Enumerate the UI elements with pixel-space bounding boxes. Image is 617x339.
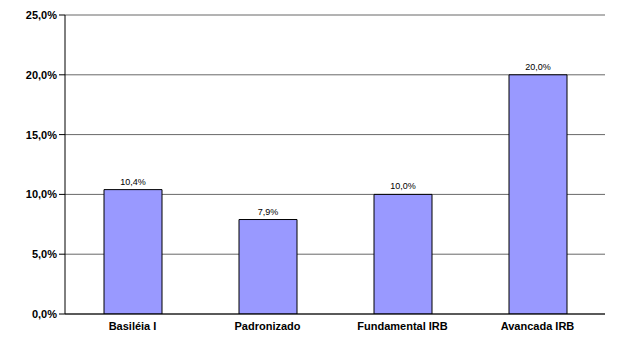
svg-text:25,0%: 25,0%: [26, 9, 57, 21]
svg-text:20,0%: 20,0%: [26, 69, 57, 81]
svg-text:10,0%: 10,0%: [26, 188, 57, 200]
svg-text:5,0%: 5,0%: [32, 248, 57, 260]
svg-text:Fundamental IRB: Fundamental IRB: [357, 320, 448, 330]
svg-text:10,4%: 10,4%: [120, 177, 146, 187]
svg-text:15,0%: 15,0%: [26, 129, 57, 141]
svg-text:Basiléia I: Basiléia I: [109, 320, 157, 330]
svg-text:20,0%: 20,0%: [525, 62, 551, 72]
svg-text:Avançada IRB: Avançada IRB: [501, 320, 575, 330]
svg-text:7,9%: 7,9%: [258, 207, 279, 217]
svg-text:10,0%: 10,0%: [390, 181, 416, 191]
svg-text:Padronizado: Padronizado: [234, 320, 300, 330]
svg-text:0,0%: 0,0%: [32, 308, 57, 320]
